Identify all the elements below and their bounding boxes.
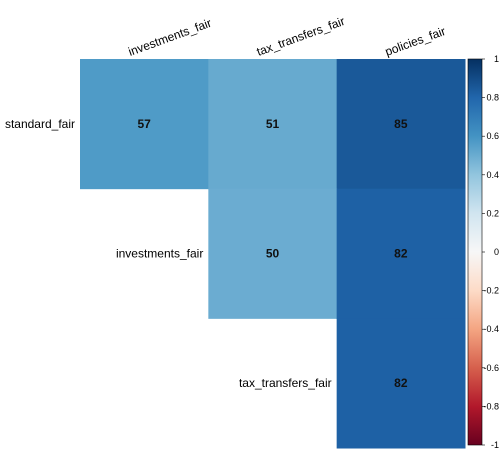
heatmap-cell (336, 188, 466, 319)
colorbar-tick-label: 0 (494, 247, 499, 257)
column-labels: investments_fair tax_transfers_fair polici… (126, 14, 447, 59)
heatmap-cell (336, 59, 466, 190)
colorbar-tick-label: -0.4 (483, 324, 499, 334)
heatmap-cell (336, 318, 466, 449)
colorbar-gradient (467, 58, 483, 446)
row-labels: standard_fair investments_fair tax_transfe… (5, 117, 332, 390)
column-label: investments_fair (126, 16, 213, 59)
colorbar-tick-label: -0.2 (483, 286, 499, 296)
colorbar-tick-label: 1 (494, 54, 499, 64)
heatmap-cell-value: 82 (394, 376, 408, 390)
heatmap-cell-value: 50 (266, 247, 280, 261)
heatmap-cell-labels: 57 51 85 50 82 82 (137, 117, 407, 390)
colorbar: 1 0.8 0.6 0.4 0.2 0 -0.2 -0.4 -0.6 -0.8 -1 (467, 54, 499, 450)
colorbar-tick-label: -1 (491, 440, 499, 450)
colorbar-tick-label: 0.6 (486, 131, 499, 141)
heatmap-cell-value: 57 (137, 117, 151, 131)
heatmap-cell (208, 188, 338, 319)
colorbar-tick-label: 0.2 (486, 208, 499, 218)
row-label: investments_fair (116, 247, 203, 261)
colorbar-tick-label: 0.8 (486, 93, 499, 103)
heatmap-cell-value: 51 (266, 117, 280, 131)
colorbar-tick-label: -0.6 (483, 363, 499, 373)
heatmap-cell (80, 59, 209, 190)
heatmap-cells (80, 59, 466, 449)
colorbar-tick-label: -0.8 (483, 401, 499, 411)
colorbar-tick-label: 0.4 (486, 170, 499, 180)
column-label: policies_fair (383, 24, 447, 59)
row-label: standard_fair (5, 117, 75, 131)
heatmap-cell (208, 59, 338, 190)
row-label: tax_transfers_fair (239, 376, 332, 390)
heatmap-cell-value: 85 (394, 117, 408, 131)
column-label: tax_transfers_fair (255, 14, 347, 59)
heatmap-cell-value: 82 (394, 247, 408, 261)
